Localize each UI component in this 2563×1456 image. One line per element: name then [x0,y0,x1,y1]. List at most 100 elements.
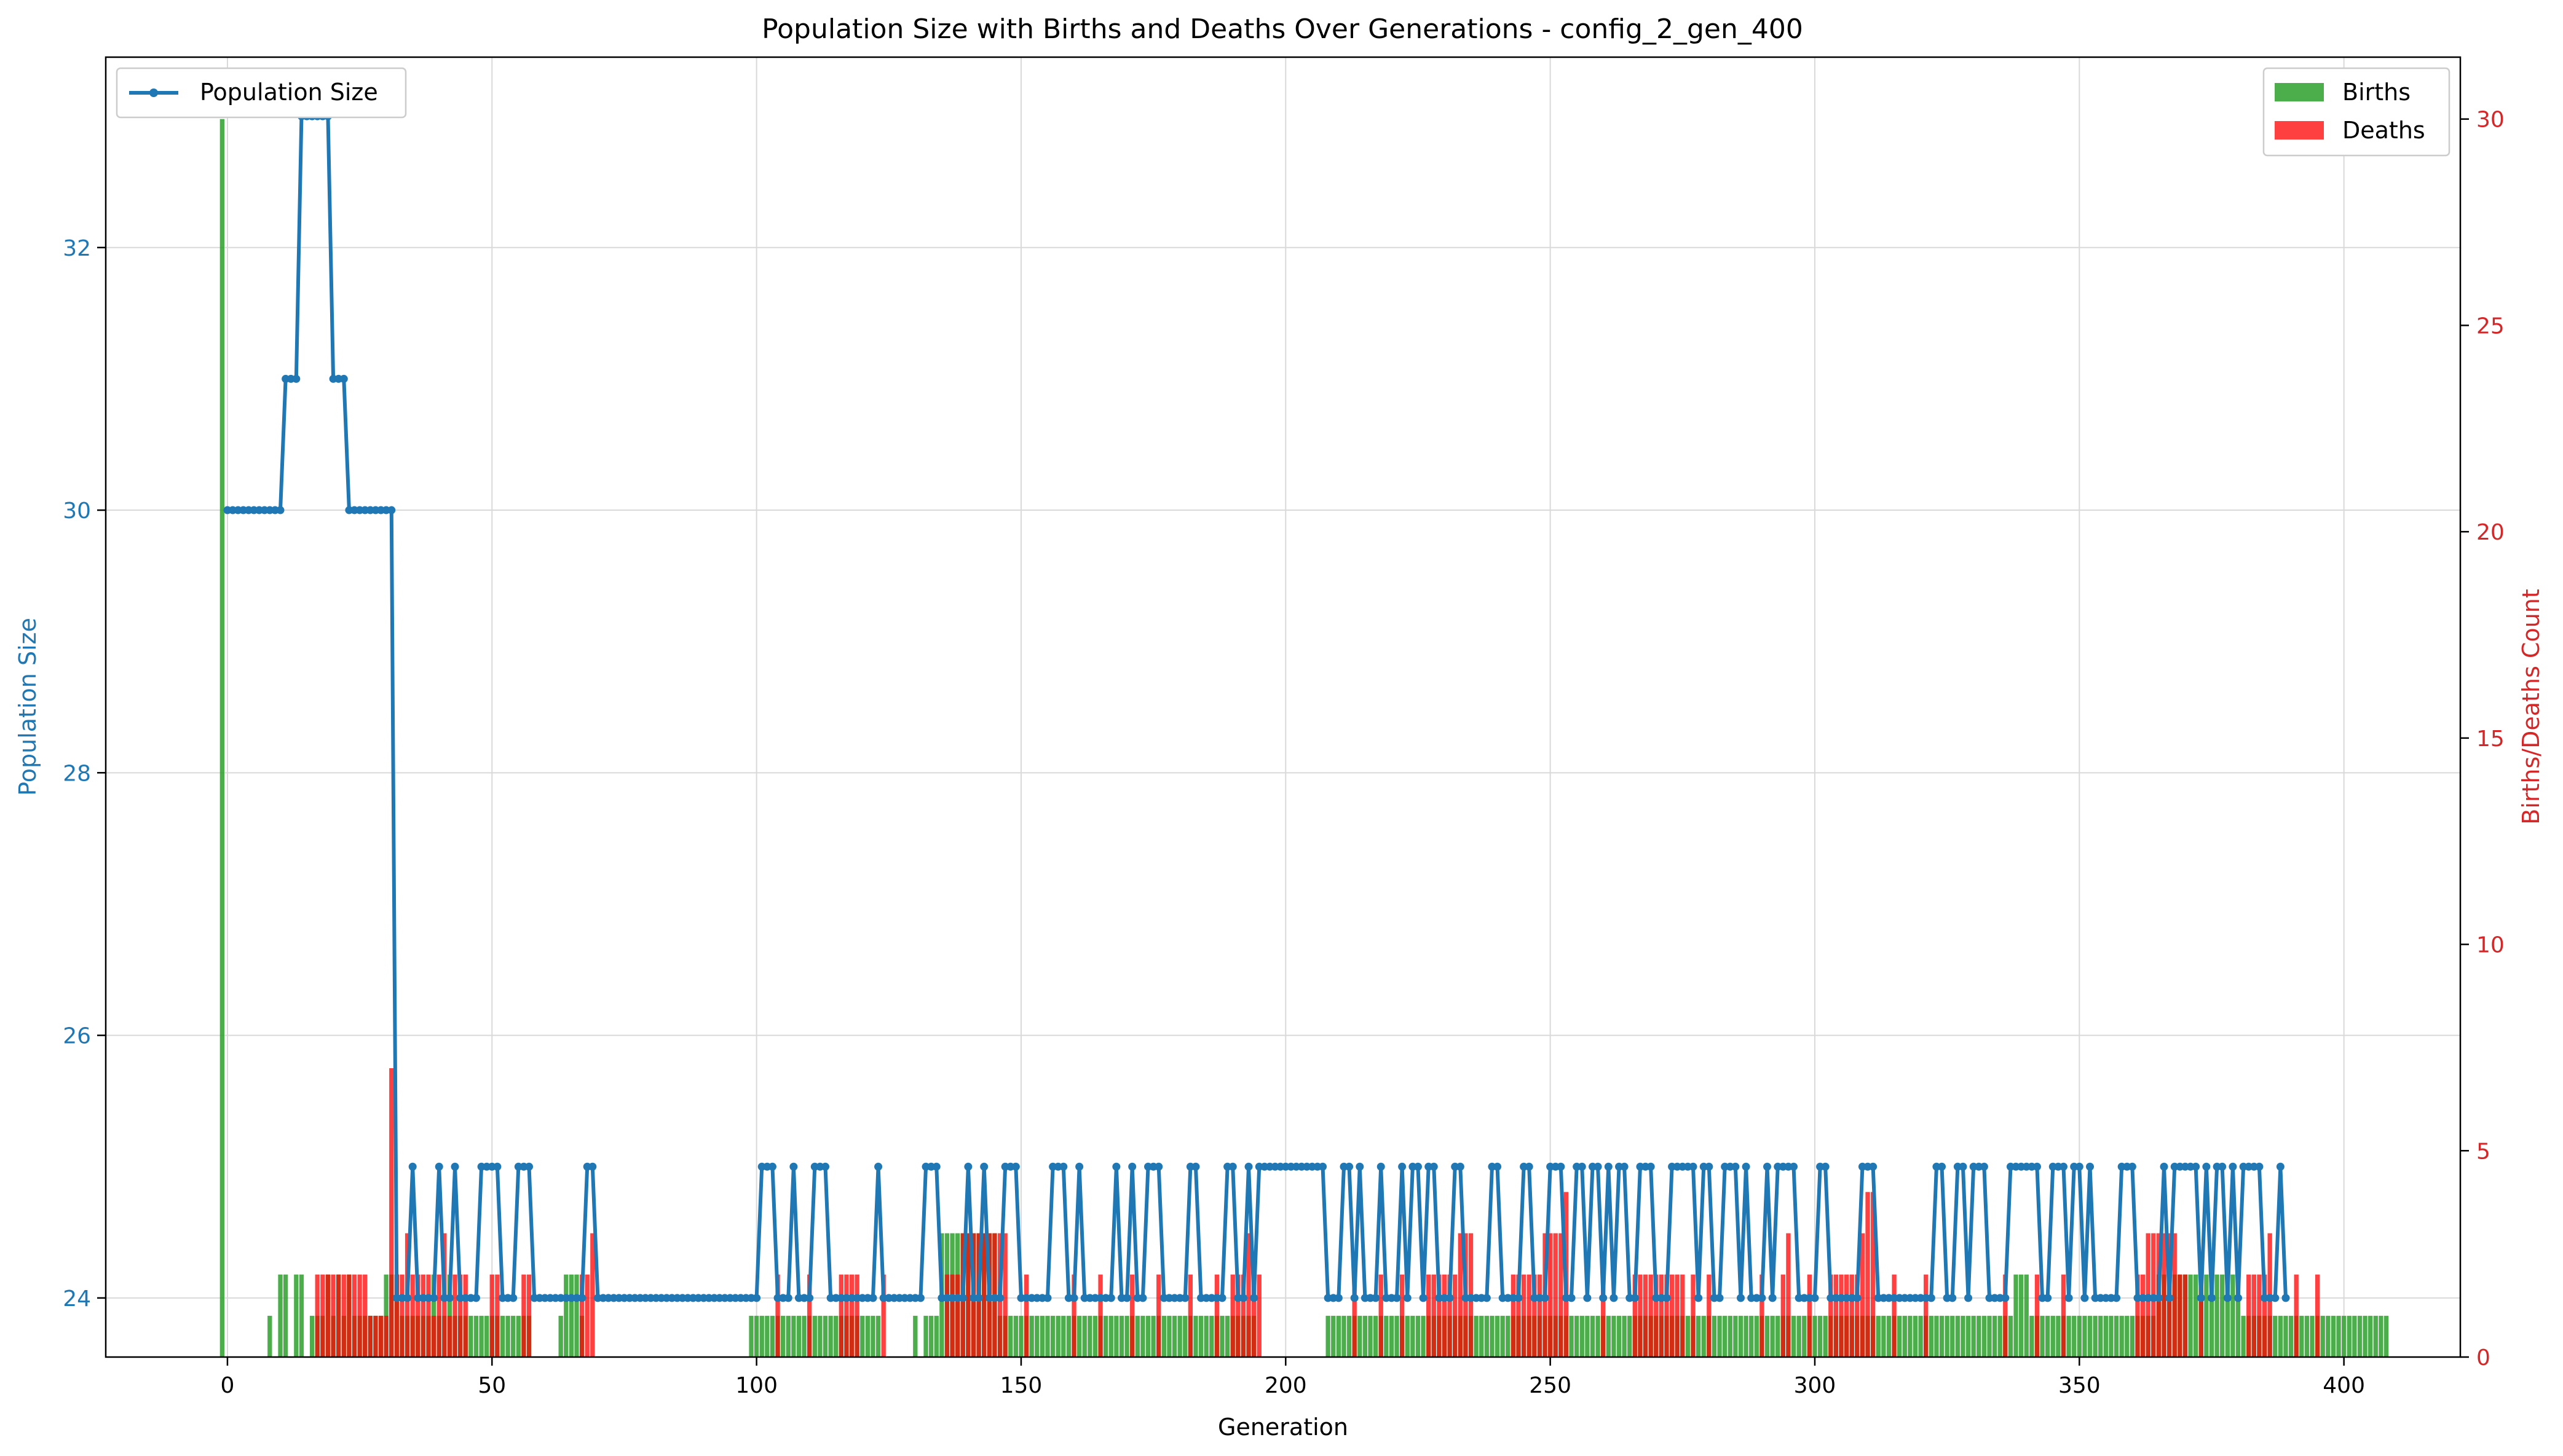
births-bar [1997,1315,2002,1357]
population-point [1239,1294,1247,1302]
population-point [509,1294,518,1302]
population-point [445,1294,454,1302]
births-bar [765,1315,770,1357]
births-bar [1812,1315,1817,1357]
population-point [1429,1162,1438,1171]
deaths-bar [1521,1274,1526,1357]
population-point [1599,1294,1608,1302]
births-bar [802,1315,807,1357]
deaths-bar [352,1274,357,1357]
population-point [2112,1294,2121,1302]
births-bar [865,1315,871,1357]
deaths-bar [389,1068,394,1357]
population-point [1541,1294,1549,1302]
population-point [1419,1294,1428,1302]
births-bar [2114,1315,2119,1357]
population-point [1445,1294,1454,1302]
births-bar [1040,1315,1045,1357]
legend-births-label: Births [2342,79,2411,106]
deaths-bar [1870,1192,1876,1357]
population-point [1731,1162,1740,1171]
births-bar [1183,1315,1188,1357]
population-point [1646,1162,1655,1171]
births-bar [2320,1315,2325,1357]
population-point [430,1294,438,1302]
population-point [588,1162,597,1171]
population-point [525,1162,534,1171]
births-bar [1616,1315,1622,1357]
births-bar [484,1315,489,1357]
deaths-bar [521,1274,526,1357]
deaths-bar [378,1315,384,1357]
deaths-bar [436,1274,441,1357]
population-point [1107,1294,1115,1302]
births-bar [2024,1274,2029,1357]
births-bar [823,1315,828,1357]
population-point [1376,1162,1385,1171]
births-bar [1050,1315,1056,1357]
deaths-bar [452,1274,457,1357]
births-bar [2304,1315,2310,1357]
births-bar [923,1315,928,1357]
deaths-bar [331,1274,336,1357]
deaths-bar [881,1274,886,1357]
births-bar [928,1315,934,1357]
population-point [1557,1162,1565,1171]
deaths-bar [2294,1274,2299,1357]
deaths-bar [1399,1274,1405,1357]
deaths-bar [844,1274,849,1357]
population-point [1567,1294,1576,1302]
population-point [2255,1162,2264,1171]
y-right-tick-label: 10 [2476,933,2505,958]
deaths-bar [944,1274,950,1357]
x-tick-label: 200 [1265,1373,1307,1398]
births-bar [1198,1315,1204,1357]
births-bar [1775,1315,1780,1357]
population-point [1578,1162,1586,1171]
deaths-bar [1839,1274,1844,1357]
births-bar [1490,1315,1495,1357]
population-point [1250,1294,1258,1302]
population-point [1593,1162,1602,1171]
births-bar [1733,1315,1738,1357]
population-point [1620,1162,1629,1171]
population-point [1514,1294,1523,1302]
deaths-bar [1024,1274,1029,1357]
births-bar [1495,1315,1500,1357]
births-bar [2363,1315,2368,1357]
deaths-bar [1675,1274,1680,1357]
x-tick-label: 150 [1000,1373,1043,1398]
deaths-bar [1236,1274,1241,1357]
births-bar [1945,1315,1949,1357]
y-right-tick-label: 30 [2476,108,2505,133]
population-point [1790,1162,1798,1171]
births-bar [786,1315,791,1357]
population-point [2160,1162,2168,1171]
births-bar [1108,1315,1113,1357]
deaths-bar [1780,1274,1785,1357]
births-bar [1336,1315,1341,1357]
births-bar [1104,1315,1108,1357]
population-point [1482,1294,1491,1302]
births-bar [781,1315,786,1357]
births-bar [1876,1315,1881,1357]
population-point [784,1294,792,1302]
births-bar [1950,1315,1955,1357]
births-bar [860,1315,865,1357]
births-bar [1886,1315,1892,1357]
births-bar [1357,1315,1362,1357]
deaths-bar [2140,1274,2146,1357]
births-bar [1325,1315,1330,1357]
births-bar [1696,1315,1701,1357]
births-bar [2018,1274,2024,1357]
births-bar [1013,1315,1019,1357]
births-bar [558,1315,563,1357]
births-bar [2040,1315,2045,1357]
deaths-bar [1691,1274,1696,1357]
deaths-bar [526,1274,532,1357]
deaths-bar [1865,1192,1870,1357]
births-bar [1981,1315,1987,1357]
births-bar [1019,1315,1024,1357]
population-point [1356,1162,1364,1171]
births-bar [1585,1315,1590,1357]
